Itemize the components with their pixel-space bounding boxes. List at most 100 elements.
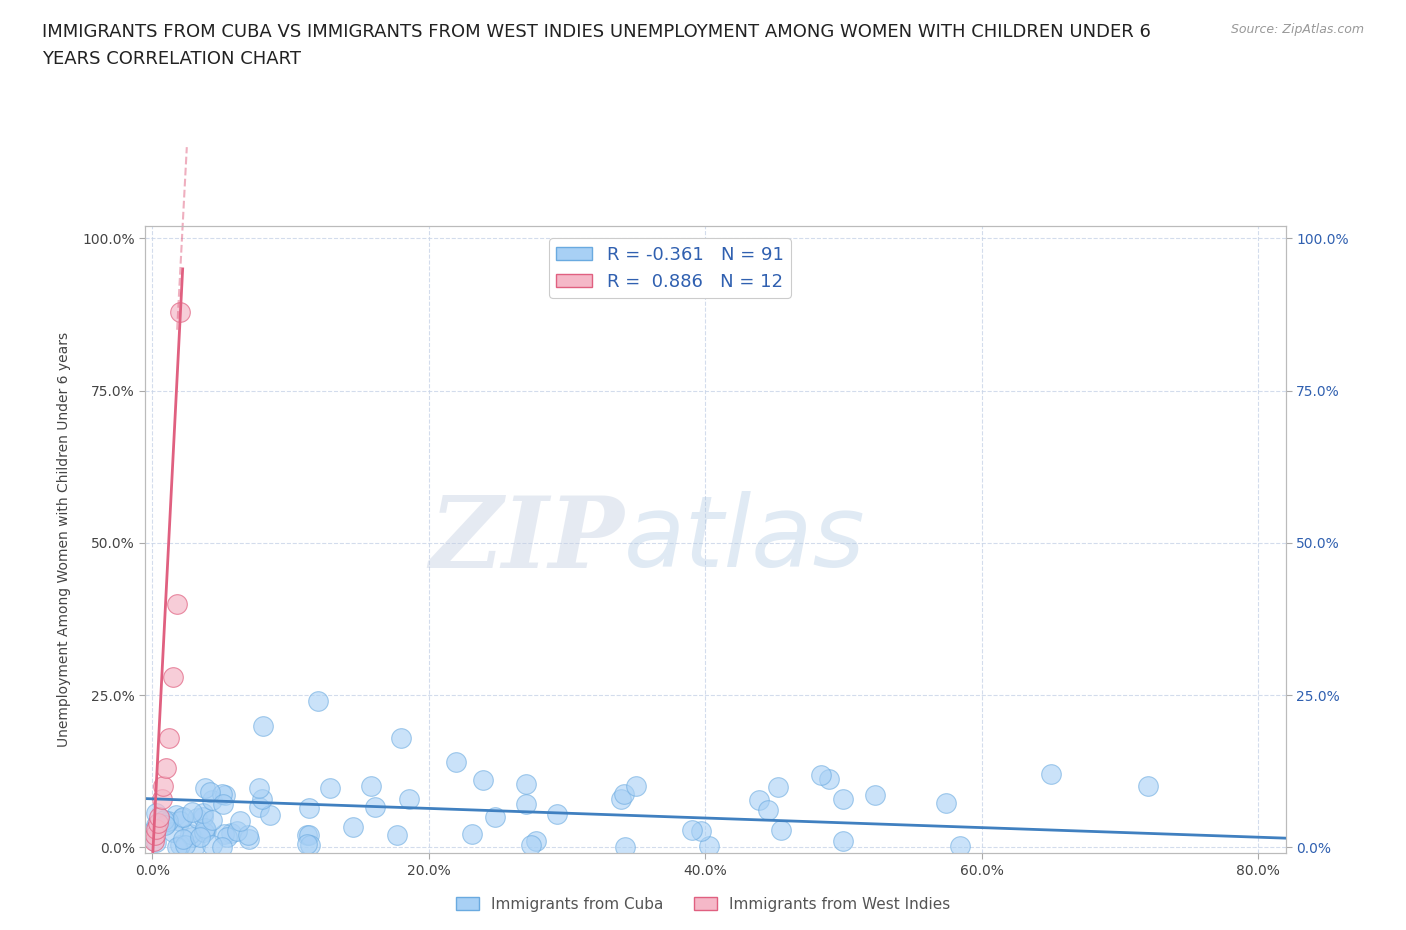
Point <box>446 754 468 769</box>
Text: atlas: atlas <box>624 491 866 589</box>
Point <box>319 781 342 796</box>
Point <box>152 779 174 794</box>
Point <box>699 839 721 854</box>
Point <box>524 834 547 849</box>
Point <box>214 788 236 803</box>
Point <box>174 838 197 853</box>
Point <box>211 787 233 802</box>
Text: IMMIGRANTS FROM CUBA VS IMMIGRANTS FROM WEST INDIES UNEMPLOYMENT AMONG WOMEN WIT: IMMIGRANTS FROM CUBA VS IMMIGRANTS FROM … <box>42 23 1152 68</box>
Point <box>250 791 273 806</box>
Point <box>484 810 506 825</box>
Point <box>212 796 235 811</box>
Point <box>166 808 188 823</box>
Y-axis label: Unemployment Among Women with Children Under 6 years: Unemployment Among Women with Children U… <box>58 332 72 748</box>
Point <box>166 596 188 611</box>
Point <box>297 837 319 852</box>
Point <box>810 767 832 782</box>
Point <box>295 828 318 843</box>
Point <box>398 791 420 806</box>
Point <box>191 805 214 820</box>
Point <box>143 828 166 843</box>
Point <box>157 813 180 828</box>
Point <box>935 795 957 810</box>
Point <box>342 819 364 834</box>
Point <box>546 806 568 821</box>
Point <box>180 804 202 819</box>
Point <box>201 813 224 828</box>
Point <box>238 831 260 846</box>
Point <box>169 814 191 829</box>
Text: Source: ZipAtlas.com: Source: ZipAtlas.com <box>1230 23 1364 36</box>
Point <box>766 779 789 794</box>
Point <box>520 838 543 853</box>
Point <box>195 822 218 837</box>
Point <box>360 778 382 793</box>
Point <box>515 777 537 791</box>
Point <box>758 803 780 817</box>
Point <box>146 816 169 830</box>
Point <box>157 730 180 745</box>
Point <box>613 787 636 802</box>
Point <box>219 826 242 841</box>
Point <box>150 791 173 806</box>
Point <box>298 837 321 852</box>
Point <box>153 812 176 827</box>
Point <box>169 837 191 852</box>
Point <box>170 811 193 826</box>
Point <box>364 800 387 815</box>
Point <box>186 810 208 825</box>
Point <box>217 830 239 844</box>
Point <box>226 823 249 838</box>
Point <box>690 823 713 838</box>
Point <box>609 792 631 807</box>
Point <box>181 830 204 844</box>
Point <box>472 772 495 787</box>
Point <box>681 823 703 838</box>
Point <box>184 838 207 853</box>
Point <box>249 800 271 815</box>
Point <box>148 809 170 824</box>
Point <box>169 304 191 319</box>
Point <box>832 791 855 806</box>
Point <box>145 805 167 820</box>
Point <box>460 826 482 841</box>
Point <box>387 828 409 843</box>
Point <box>613 839 636 854</box>
Point <box>194 780 217 795</box>
Point <box>156 816 179 830</box>
Point <box>179 827 201 842</box>
Point <box>142 823 165 838</box>
Point <box>172 810 194 825</box>
Point <box>155 761 177 776</box>
Point <box>200 838 222 853</box>
Point <box>832 834 855 849</box>
Point <box>229 814 252 829</box>
Legend: R = -0.361   N = 91, R =  0.886   N = 12: R = -0.361 N = 91, R = 0.886 N = 12 <box>548 238 792 298</box>
Legend: Immigrants from Cuba, Immigrants from West Indies: Immigrants from Cuba, Immigrants from We… <box>450 890 956 918</box>
Point <box>166 840 188 855</box>
Point <box>949 838 972 853</box>
Point <box>1136 779 1159 794</box>
Point <box>259 807 281 822</box>
Point <box>201 792 224 807</box>
Point <box>863 787 886 802</box>
Point <box>298 801 321 816</box>
Point <box>389 730 412 745</box>
Point <box>211 839 233 854</box>
Text: ZIP: ZIP <box>429 492 624 588</box>
Point <box>748 793 770 808</box>
Point <box>162 670 184 684</box>
Point <box>1039 767 1062 782</box>
Point <box>194 820 217 835</box>
Point <box>142 834 165 849</box>
Point <box>769 822 792 837</box>
Point <box>214 826 236 841</box>
Point <box>624 779 647 794</box>
Point <box>145 818 167 833</box>
Point <box>145 834 167 849</box>
Point <box>153 817 176 832</box>
Point <box>145 821 167 836</box>
Point <box>162 824 184 839</box>
Point <box>818 771 841 786</box>
Point <box>190 830 212 844</box>
